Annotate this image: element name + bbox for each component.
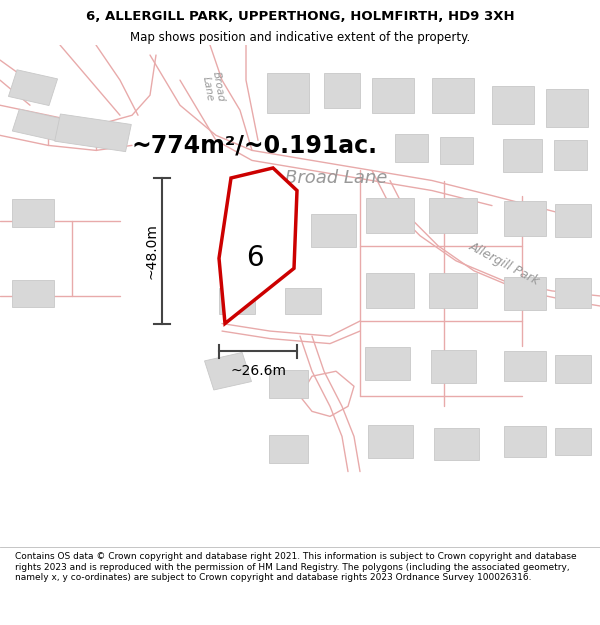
Bar: [429, 273, 477, 309]
Bar: [366, 273, 414, 309]
Bar: [504, 426, 546, 456]
Bar: [219, 288, 255, 314]
Bar: [555, 204, 591, 237]
Text: Allergill Park: Allergill Park: [466, 239, 542, 288]
Bar: [546, 89, 588, 126]
Bar: [433, 428, 479, 460]
Text: Map shows position and indicative extent of the property.: Map shows position and indicative extent…: [130, 31, 470, 44]
Bar: [431, 350, 476, 382]
Bar: [324, 72, 360, 107]
Text: 6, ALLERGILL PARK, UPPERTHONG, HOLMFIRTH, HD9 3XH: 6, ALLERGILL PARK, UPPERTHONG, HOLMFIRTH…: [86, 10, 514, 23]
Text: ~26.6m: ~26.6m: [230, 364, 286, 378]
Bar: [429, 198, 477, 233]
Bar: [55, 114, 131, 152]
Bar: [492, 86, 534, 124]
Bar: [285, 288, 321, 314]
Text: ~774m²/~0.191ac.: ~774m²/~0.191ac.: [132, 133, 378, 158]
Bar: [365, 348, 409, 380]
Text: ~48.0m: ~48.0m: [144, 223, 158, 279]
Bar: [554, 141, 587, 171]
Bar: [13, 109, 65, 141]
Bar: [555, 278, 591, 309]
Bar: [395, 134, 428, 162]
Bar: [503, 139, 542, 172]
Bar: [205, 352, 251, 390]
Bar: [504, 201, 546, 236]
Bar: [8, 70, 58, 106]
Bar: [366, 198, 414, 233]
Bar: [311, 214, 355, 247]
Bar: [267, 72, 309, 112]
Bar: [372, 78, 414, 112]
Text: 6: 6: [246, 244, 264, 272]
Bar: [12, 199, 54, 227]
Text: Contains OS data © Crown copyright and database right 2021. This information is : Contains OS data © Crown copyright and d…: [15, 552, 577, 582]
Bar: [252, 221, 294, 251]
Bar: [504, 277, 546, 310]
Bar: [555, 355, 591, 382]
Text: Broad
Lane: Broad Lane: [200, 71, 226, 104]
Text: Broad Lane: Broad Lane: [285, 169, 387, 187]
Bar: [504, 351, 546, 381]
Bar: [12, 279, 54, 308]
Polygon shape: [219, 168, 297, 324]
Bar: [269, 435, 308, 462]
Bar: [269, 370, 308, 398]
Bar: [367, 425, 413, 458]
Bar: [555, 428, 591, 455]
Bar: [439, 137, 473, 164]
Bar: [432, 78, 474, 112]
